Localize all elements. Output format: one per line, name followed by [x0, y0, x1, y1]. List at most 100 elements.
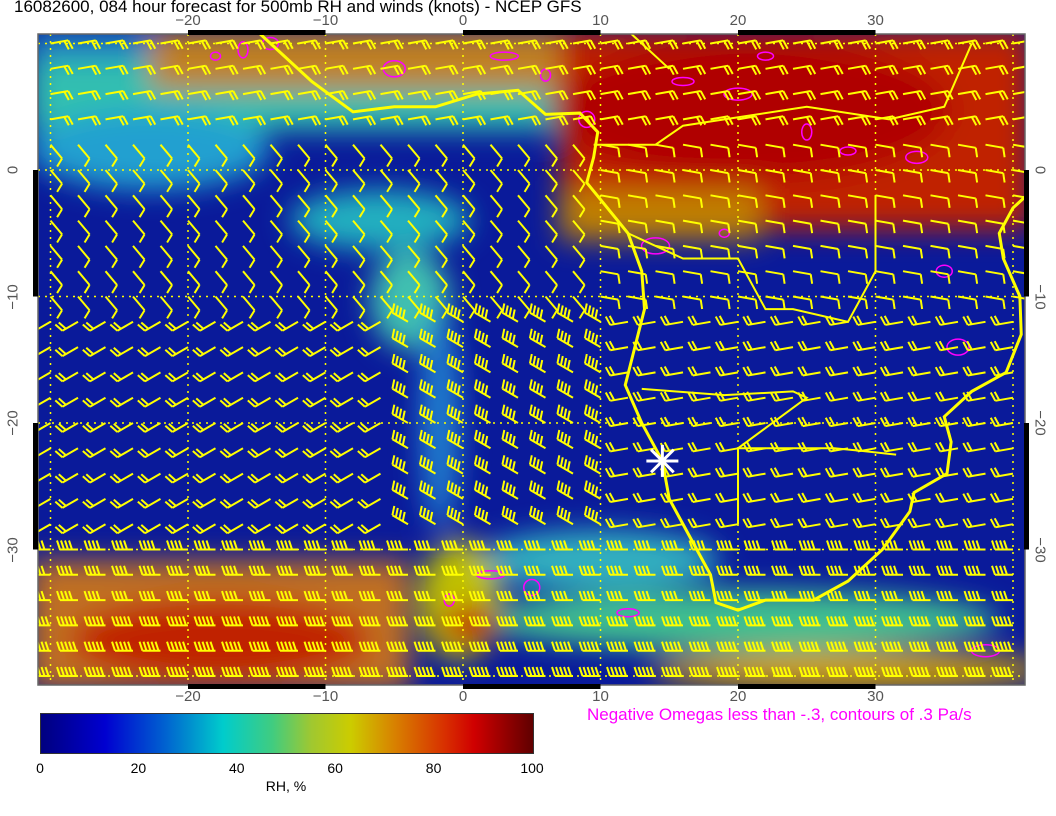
- lat-tick-right: 0: [1031, 165, 1049, 175]
- wind-barb: [655, 143, 676, 158]
- wind-barb: [907, 517, 931, 529]
- wind-barb: [604, 467, 629, 478]
- wind-barb: [687, 517, 711, 529]
- wind-barb: [627, 115, 652, 126]
- wind-barb: [247, 523, 272, 535]
- wind-barb: [303, 641, 326, 652]
- wind-barb: [853, 616, 876, 627]
- wind-barb: [297, 270, 311, 294]
- wind-barb: [82, 320, 107, 332]
- wind-barb: [688, 666, 711, 677]
- wind-barb: [193, 540, 216, 551]
- wind-barb: [930, 270, 951, 284]
- wind-barb: [769, 517, 794, 529]
- wind-barb: [166, 666, 188, 677]
- wind-barb: [989, 492, 1014, 504]
- wind-barb: [82, 371, 107, 383]
- wind-barb: [489, 270, 503, 294]
- wind-barb: [77, 64, 102, 76]
- wind-barb: [824, 467, 849, 478]
- wind-barb: [54, 523, 79, 535]
- wind-barb: [688, 616, 711, 627]
- wind-barb: [578, 565, 601, 576]
- wind-barb: [957, 194, 979, 208]
- wind-barb: [769, 492, 794, 504]
- wind-barb: [716, 590, 738, 602]
- wind-barb: [908, 641, 931, 652]
- wind-barb: [38, 641, 51, 652]
- wind-barb: [545, 115, 569, 126]
- wind-barb: [132, 144, 146, 168]
- wind-barb: [192, 447, 217, 459]
- wind-barb: [824, 492, 849, 504]
- wind-barb: [902, 194, 924, 208]
- wind-barb: [302, 498, 326, 509]
- wind-barb: [54, 371, 79, 383]
- wind-barb: [551, 590, 573, 602]
- wind-barb: [270, 115, 294, 126]
- wind-barb: [219, 371, 244, 383]
- lat-tick-left: 0: [4, 165, 22, 175]
- wind-barb: [83, 590, 106, 602]
- wind-barb: [627, 89, 652, 101]
- wind-barb: [875, 244, 896, 259]
- wind-barb: [104, 219, 118, 243]
- wind-barb: [496, 666, 518, 677]
- wind-barb: [54, 346, 79, 357]
- wind-barb: [446, 379, 464, 399]
- wind-barb: [682, 219, 704, 234]
- wind-barb: [302, 447, 326, 459]
- wind-barb: [215, 89, 239, 101]
- wind-barbs: [38, 39, 1025, 677]
- wind-barb: [985, 194, 1006, 208]
- wind-barb: [710, 89, 734, 101]
- wind-barb: [714, 340, 739, 352]
- wind-barb: [820, 89, 844, 101]
- wind-barb: [434, 194, 448, 218]
- wind-barb: [737, 295, 759, 310]
- wind-barb: [934, 340, 959, 352]
- wind-barb: [957, 143, 979, 158]
- wind-barb: [962, 441, 986, 453]
- wind-barb: [879, 391, 904, 402]
- wind-barb: [852, 492, 876, 504]
- wind-barb: [468, 565, 491, 576]
- wind-barb: [714, 517, 739, 529]
- wind-barb: [556, 353, 574, 374]
- lat-tick-right: −20: [1031, 410, 1049, 436]
- omega-contour: [905, 150, 929, 165]
- wind-barb: [792, 89, 817, 101]
- wind-barb: [743, 666, 766, 677]
- wind-barb: [325, 89, 349, 101]
- lon-tick-bot: 20: [729, 688, 747, 705]
- wind-barb: [902, 64, 927, 76]
- wind-barb: [109, 498, 134, 509]
- wind-barb: [160, 64, 184, 76]
- wind-barb: [792, 143, 814, 158]
- wind-barb: [501, 328, 519, 348]
- wind-barb: [56, 666, 78, 677]
- wind-barb: [957, 115, 982, 126]
- wind-barb: [386, 641, 408, 652]
- wind-barb: [137, 346, 162, 357]
- wind-barb: [991, 641, 1013, 652]
- wind-barb: [798, 616, 821, 627]
- omega-contour: [237, 41, 249, 59]
- wind-barb: [710, 194, 731, 208]
- wind-barb: [682, 295, 704, 310]
- wind-barb: [247, 396, 272, 408]
- wind-barb: [297, 89, 322, 101]
- wind-barb: [936, 666, 958, 677]
- wind-barb: [274, 472, 299, 484]
- wind-barb: [473, 480, 491, 500]
- wind-barb: [902, 169, 924, 183]
- wind-barb: [434, 144, 448, 168]
- wind-barb: [798, 641, 821, 652]
- wind-barb: [820, 64, 844, 76]
- wind-barb: [847, 89, 872, 101]
- wind-barb: [441, 666, 463, 677]
- wind-barb: [659, 492, 684, 504]
- wind-barb: [407, 39, 432, 50]
- wind-barb: [583, 328, 602, 348]
- wind-barb: [274, 346, 299, 357]
